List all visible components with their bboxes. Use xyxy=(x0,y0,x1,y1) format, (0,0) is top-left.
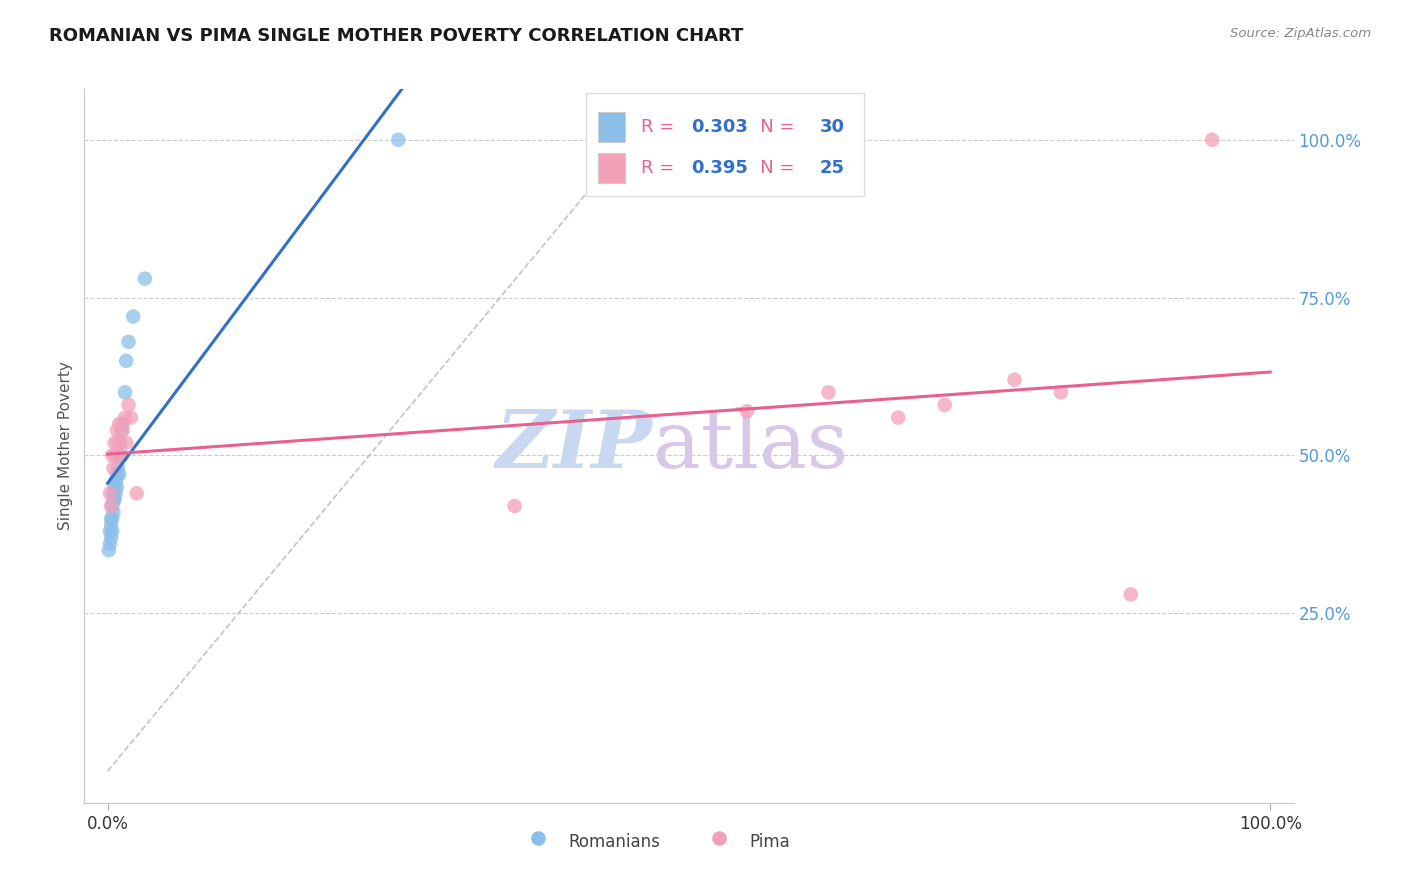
Point xyxy=(100,531,122,545)
Point xyxy=(117,398,139,412)
Point xyxy=(120,410,142,425)
Point xyxy=(104,486,127,500)
Point xyxy=(108,449,131,463)
Point xyxy=(100,517,122,532)
Point xyxy=(101,449,124,463)
Point xyxy=(122,310,145,324)
Text: 30: 30 xyxy=(820,118,845,136)
Point xyxy=(114,385,136,400)
Point xyxy=(533,796,555,810)
Text: ROMANIAN VS PIMA SINGLE MOTHER POVERTY CORRELATION CHART: ROMANIAN VS PIMA SINGLE MOTHER POVERTY C… xyxy=(49,27,744,45)
Point xyxy=(115,435,138,450)
Text: N =: N = xyxy=(744,118,800,136)
Point xyxy=(104,474,127,488)
Point xyxy=(707,796,730,810)
Point xyxy=(104,449,127,463)
Point xyxy=(735,404,758,418)
Point xyxy=(110,435,132,450)
Text: Pima: Pima xyxy=(749,833,790,851)
Point xyxy=(101,524,124,539)
Text: ZIP: ZIP xyxy=(496,408,652,484)
Point xyxy=(104,480,127,494)
Point xyxy=(105,423,128,437)
Point xyxy=(98,537,121,551)
Point xyxy=(387,133,409,147)
Point xyxy=(101,499,124,513)
Point xyxy=(104,435,127,450)
Point xyxy=(108,467,131,482)
Y-axis label: Single Mother Poverty: Single Mother Poverty xyxy=(58,361,73,531)
Point xyxy=(110,423,132,437)
FancyBboxPatch shape xyxy=(586,93,865,196)
Point xyxy=(1050,385,1073,400)
Point xyxy=(134,271,156,285)
Point xyxy=(103,486,125,500)
Point xyxy=(103,492,125,507)
Point xyxy=(887,410,910,425)
Point xyxy=(108,417,131,431)
Text: 0.303: 0.303 xyxy=(692,118,748,136)
Text: 25: 25 xyxy=(820,159,845,177)
Point xyxy=(97,543,120,558)
Text: R =: R = xyxy=(641,159,679,177)
Point xyxy=(101,511,124,525)
Point xyxy=(103,461,125,475)
Point xyxy=(110,449,132,463)
Point xyxy=(1119,587,1142,601)
Point xyxy=(114,410,136,425)
Text: 0.395: 0.395 xyxy=(692,159,748,177)
Point xyxy=(117,334,139,349)
Point xyxy=(100,511,122,525)
Point xyxy=(107,435,129,450)
Point xyxy=(503,499,526,513)
Point xyxy=(105,480,128,494)
Point xyxy=(1201,133,1223,147)
Point xyxy=(934,398,956,412)
Point xyxy=(98,486,121,500)
Point xyxy=(111,417,134,431)
Point xyxy=(125,486,148,500)
Text: R =: R = xyxy=(641,118,679,136)
Point xyxy=(98,524,121,539)
Point xyxy=(107,461,129,475)
Point xyxy=(105,467,128,482)
Text: Source: ZipAtlas.com: Source: ZipAtlas.com xyxy=(1230,27,1371,40)
Text: N =: N = xyxy=(744,159,800,177)
Text: atlas: atlas xyxy=(652,407,848,485)
FancyBboxPatch shape xyxy=(599,112,624,142)
FancyBboxPatch shape xyxy=(599,153,624,183)
Point xyxy=(817,385,839,400)
Point xyxy=(1004,373,1026,387)
Text: Romanians: Romanians xyxy=(568,833,659,851)
Point xyxy=(103,505,125,519)
Point xyxy=(115,353,138,368)
Point xyxy=(100,499,122,513)
Point xyxy=(111,423,134,437)
Point xyxy=(104,492,127,507)
